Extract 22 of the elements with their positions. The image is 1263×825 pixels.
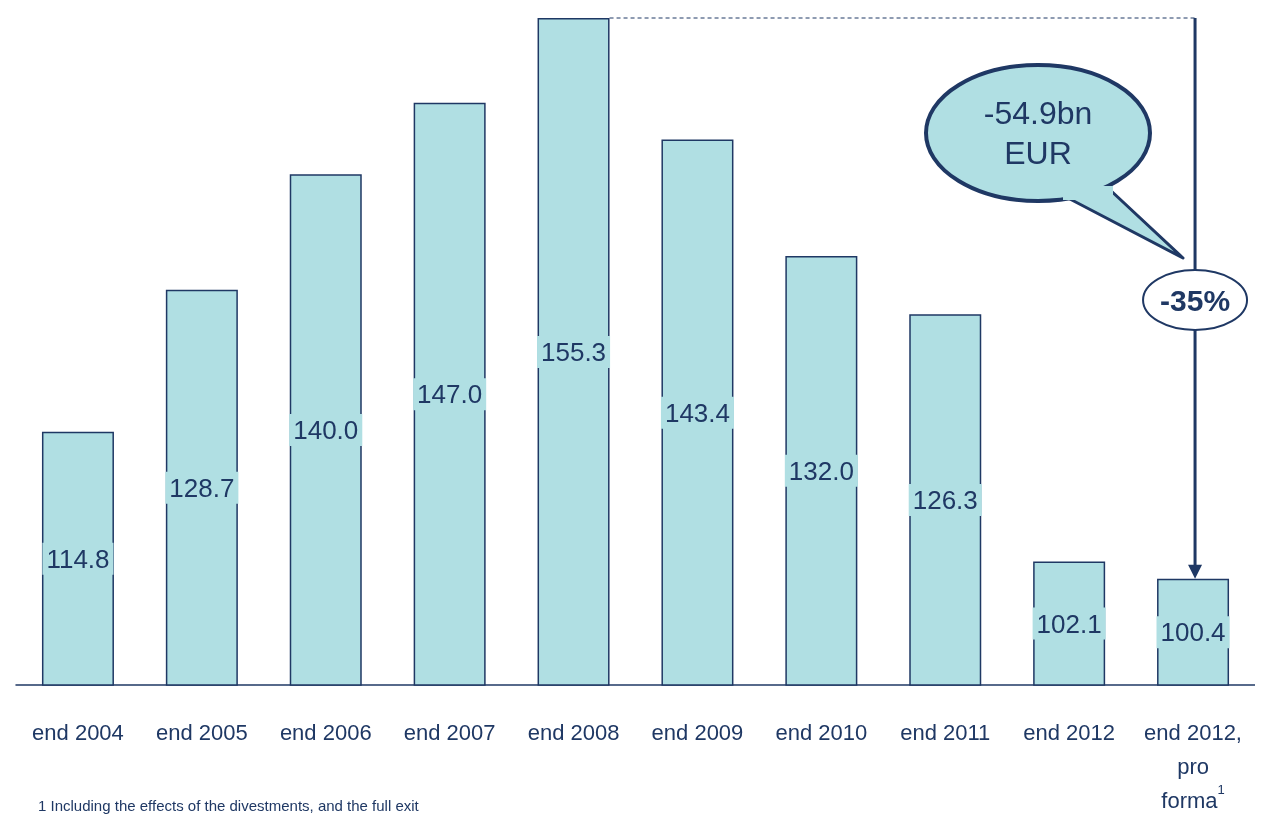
x-tick-label: end 2004 xyxy=(32,719,124,745)
x-tick-label: end 2010 xyxy=(775,719,868,745)
x-tick-label: end 2011 xyxy=(900,719,991,745)
x-tick-label: end 2007 xyxy=(403,719,496,745)
data-label: 128.7 xyxy=(169,472,235,503)
data-label: 147.0 xyxy=(417,379,483,410)
x-tick-label: end 2012 xyxy=(1023,719,1116,745)
data-label: 114.8 xyxy=(46,543,110,574)
x-tick-label: end 2005 xyxy=(155,719,248,745)
x-tick-label: end 2006 xyxy=(279,719,372,745)
data-label: 102.1 xyxy=(1036,608,1102,639)
x-tick-label: end 2008 xyxy=(527,719,620,745)
text: 1 Including the effects of the divestments, and the full exit xyxy=(38,797,420,814)
data-label: 100.4 xyxy=(1160,617,1226,648)
annotation: -35% xyxy=(1160,284,1231,317)
data-label: 155.3 xyxy=(541,336,607,367)
x-tick-label: end 2009 xyxy=(651,719,744,745)
data-label: 132.0 xyxy=(788,455,854,486)
annotation: -54.9bn EUR xyxy=(983,95,1093,171)
data-label: 126.3 xyxy=(912,484,978,515)
data-label: 140.0 xyxy=(293,415,359,446)
data-label: 143.4 xyxy=(664,397,730,428)
